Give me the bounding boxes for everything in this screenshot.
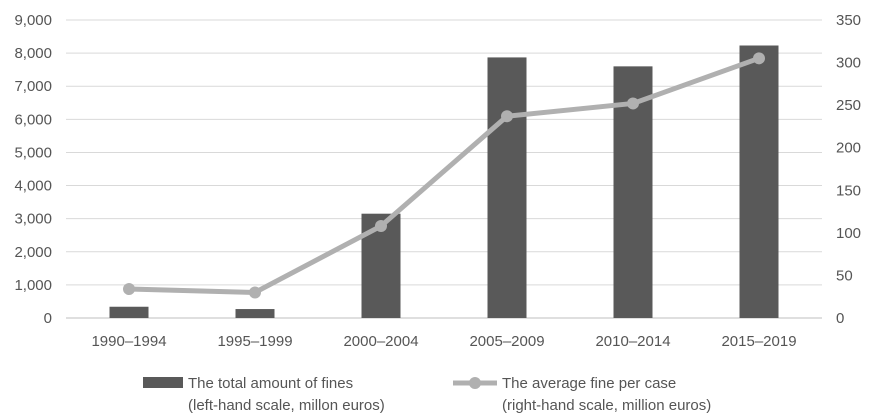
left-y-axis: 0 1,000 2,000 3,000 4,000 5,000 6,000 7,000 8,00…: [14, 12, 52, 327]
x-tick-label: 1995–1999: [217, 333, 292, 350]
line-point: [249, 286, 261, 299]
right-tick-label: 50: [836, 267, 853, 284]
x-tick-label: 2000–2004: [343, 333, 418, 350]
left-tick-label: 6,000: [14, 111, 52, 128]
line-point: [501, 110, 513, 123]
line-point: [753, 52, 765, 65]
legend-line-marker: [469, 377, 481, 389]
line-series: [123, 52, 765, 299]
legend-bar-label-line2: (left-hand scale, millon euros): [188, 397, 385, 414]
right-tick-label: 200: [836, 140, 861, 157]
legend: The total amount of fines (left-hand sca…: [143, 375, 711, 414]
right-tick-label: 300: [836, 55, 861, 72]
series-line: [126, 55, 762, 295]
legend-bar-swatch: [143, 377, 183, 388]
left-tick-label: 5,000: [14, 144, 52, 161]
bar: [739, 45, 779, 319]
legend-item-line: The average fine per case (right-hand sc…: [453, 375, 711, 414]
right-tick-label: 350: [836, 12, 861, 29]
legend-line-label-line1: The average fine per case: [502, 375, 676, 392]
legend-bar-label-line1: The total amount of fines: [188, 375, 353, 392]
left-tick-label: 4,000: [14, 178, 52, 195]
left-tick-label: 7,000: [14, 78, 52, 95]
left-tick-label: 2,000: [14, 244, 52, 261]
right-tick-label: 150: [836, 182, 861, 199]
left-tick-label: 8,000: [14, 45, 52, 62]
left-tick-label: 9,000: [14, 12, 52, 29]
left-tick-label: 1,000: [14, 277, 52, 294]
legend-item-bar: The total amount of fines (left-hand sca…: [143, 375, 385, 414]
bar: [235, 309, 275, 318]
bar-series: [109, 45, 779, 319]
bar: [109, 306, 149, 318]
x-tick-label: 2010–2014: [595, 333, 670, 350]
legend-line-label-line2: (right-hand scale, million euros): [502, 397, 711, 414]
right-tick-label: 250: [836, 97, 861, 114]
gridlines: [66, 19, 822, 319]
line-point: [123, 283, 135, 296]
x-tick-label: 2005–2009: [469, 333, 544, 350]
bar: [487, 57, 527, 318]
left-tick-label: 3,000: [14, 211, 52, 228]
x-tick-label: 1990–1994: [91, 333, 166, 350]
line-point: [375, 220, 387, 233]
line-point: [627, 97, 639, 110]
right-y-axis: 0 50 100 150 200 250 300 350: [836, 12, 861, 327]
left-tick-label: 0: [44, 310, 52, 327]
right-tick-label: 0: [836, 310, 844, 327]
right-tick-label: 100: [836, 225, 861, 242]
x-tick-label: 2015–2019: [721, 333, 796, 350]
x-axis: 1990–1994 1995–1999 2000–2004 2005–2009 2010…: [91, 333, 796, 350]
